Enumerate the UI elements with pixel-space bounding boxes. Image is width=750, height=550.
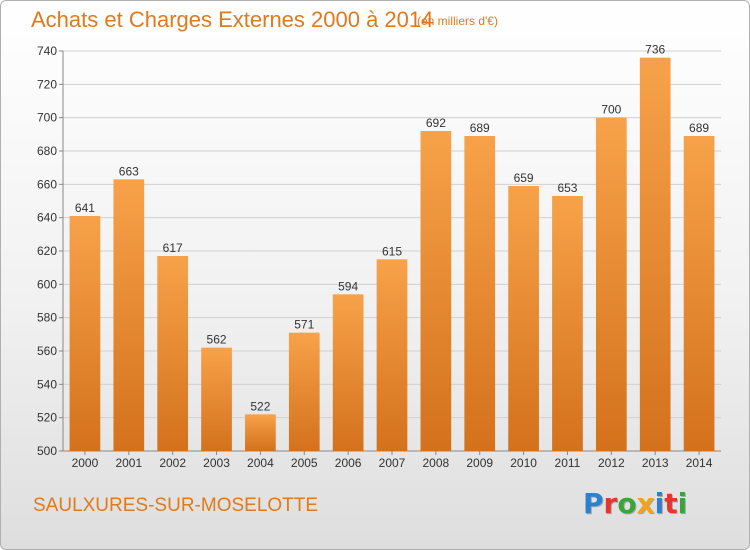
y-tick-label: 640 <box>37 211 57 225</box>
bar-2013 <box>639 57 671 452</box>
x-tick-label-2004: 2004 <box>247 456 274 470</box>
y-tick-label: 600 <box>37 277 57 291</box>
bar-2001 <box>113 179 145 452</box>
y-tick-label: 700 <box>37 111 57 125</box>
y-tick-label: 620 <box>37 244 57 258</box>
x-tick-label-2008: 2008 <box>423 456 450 470</box>
bar-2014 <box>683 136 715 451</box>
x-tick-label-2007: 2007 <box>379 456 406 470</box>
bar-2002 <box>157 256 189 451</box>
data-label-2008: 692 <box>426 116 446 130</box>
bar-2009 <box>464 136 496 451</box>
x-tick-label-2001: 2001 <box>115 456 142 470</box>
proxiti-logo: Proxiti <box>583 487 688 520</box>
bar-2010 <box>508 186 539 451</box>
y-tick-label: 720 <box>37 77 57 91</box>
data-label-2001: 663 <box>119 164 139 178</box>
data-label-2005: 571 <box>294 318 314 332</box>
chart-title: Achats et Charges Externes 2000 à 2014 <box>31 7 434 32</box>
data-label-2002: 617 <box>163 241 183 255</box>
bar-2007 <box>376 259 408 451</box>
data-label-2003: 562 <box>207 333 227 347</box>
data-label-2012: 700 <box>601 103 621 117</box>
x-tick-label-2009: 2009 <box>466 456 493 470</box>
y-tick-label: 740 <box>37 44 57 58</box>
x-tick-label-2013: 2013 <box>642 456 669 470</box>
data-label-2006: 594 <box>338 279 358 293</box>
data-label-2004: 522 <box>250 399 270 413</box>
y-tick-label: 660 <box>37 177 57 191</box>
y-tick-label: 560 <box>37 344 57 358</box>
bar-2004 <box>245 414 276 451</box>
data-label-2013: 736 <box>645 43 665 57</box>
commune-name: SAULXURES-SUR-MOSELOTTE <box>33 495 319 516</box>
x-tick-label-2011: 2011 <box>555 456 581 470</box>
y-tick-label: 540 <box>37 377 57 391</box>
y-tick-label: 680 <box>37 144 57 158</box>
bar-2000 <box>69 216 101 451</box>
data-label-2007: 615 <box>382 244 402 258</box>
x-tick-label-2002: 2002 <box>159 456 186 470</box>
x-tick-label-2006: 2006 <box>335 456 362 470</box>
bar-2005 <box>288 332 320 451</box>
bar-2006 <box>332 294 364 451</box>
data-label-2014: 689 <box>689 121 709 135</box>
data-label-2009: 689 <box>470 121 490 135</box>
bar-2003 <box>201 347 232 451</box>
x-tick-label-2000: 2000 <box>72 456 99 470</box>
data-label-2011: 653 <box>557 181 577 195</box>
y-tick-label: 500 <box>37 444 57 458</box>
bar-2012 <box>595 117 627 452</box>
data-label-2000: 641 <box>75 201 95 215</box>
data-label-2010: 659 <box>514 171 534 185</box>
y-tick-label: 580 <box>37 311 57 325</box>
labels: 500 520 540 560 580 600 620 640 660 680 700 720 740 6… <box>37 43 713 470</box>
x-tick-label-2003: 2003 <box>203 456 230 470</box>
bar-2011 <box>552 196 583 451</box>
chart-subtitle: (en milliers d'€) <box>417 14 498 28</box>
x-tick-label-2014: 2014 <box>686 456 713 470</box>
x-tick-label-2010: 2010 <box>510 456 537 470</box>
y-tick-label: 520 <box>37 411 57 425</box>
x-tick-label-2012: 2012 <box>598 456 625 470</box>
bar-2008 <box>420 131 452 451</box>
x-tick-label-2005: 2005 <box>291 456 318 470</box>
bars <box>69 57 715 452</box>
